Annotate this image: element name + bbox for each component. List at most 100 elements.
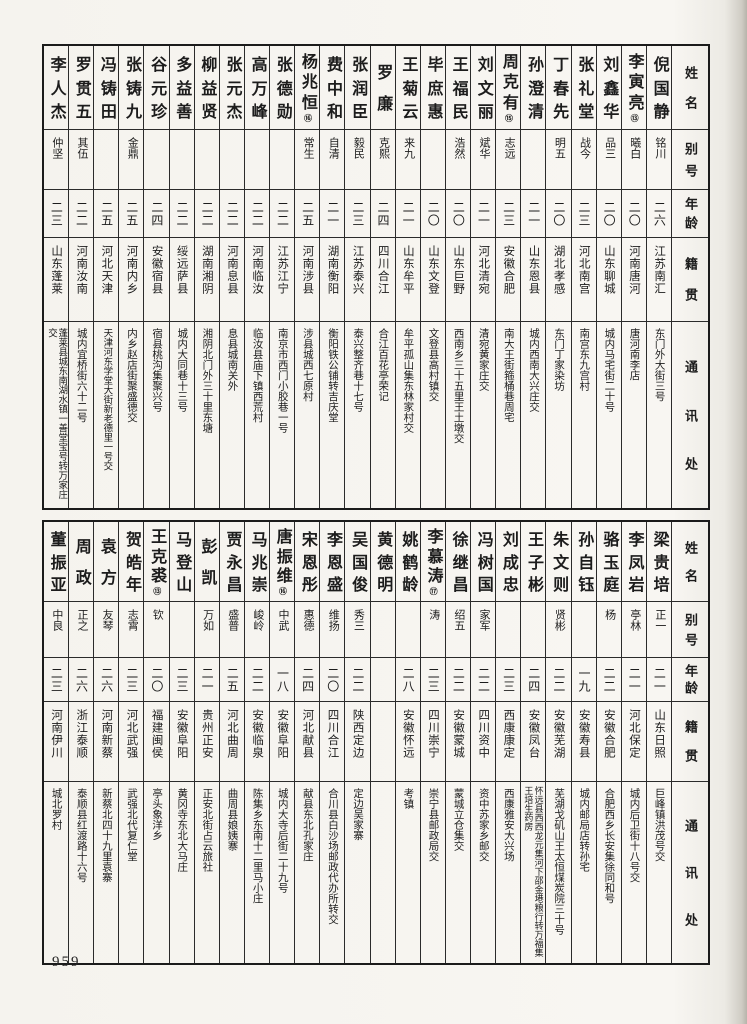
alias-cell: 其伍 xyxy=(69,130,94,190)
age-cell xyxy=(370,658,395,702)
address-cell: 涉县城西七原村 xyxy=(301,328,313,402)
address-cell: 定边吴家寨 xyxy=(352,788,364,841)
footnote-mark: ⑮ xyxy=(504,114,514,123)
address-cell xyxy=(371,782,395,963)
name-cell: 孙澄清 xyxy=(521,46,546,130)
origin-cell: 安徽怀远 xyxy=(395,702,420,782)
origin-cell: 河北天津 xyxy=(94,238,119,322)
alias-cell: 万如 xyxy=(194,602,219,658)
name-cell: 孙自钰 xyxy=(571,522,596,602)
header-address: 通讯处 xyxy=(683,819,699,926)
person-column: 王克裘 ⑬ 钦二〇 福建闽侯 亭头象洋乡 xyxy=(143,522,169,963)
alias-cell: 斌华 xyxy=(471,130,496,190)
person-column: 李寅亮 ⑬ 曦白 二〇 河南唐河 唐河南李店 xyxy=(620,46,646,508)
origin-cell: 河北保定 xyxy=(621,702,646,782)
alias-cell: 金鼎 xyxy=(119,130,144,190)
alias-cell xyxy=(395,602,420,658)
age-cell: 二二 xyxy=(445,658,470,702)
alias-cell: 仲坚 xyxy=(43,130,68,190)
person-column: 倪国静铭川 二六 江苏南汇 东门外大街三号 xyxy=(645,46,671,508)
origin-cell: 河南临汝 xyxy=(244,238,269,322)
origin-cell: 河南伊川 xyxy=(43,702,68,782)
name-cell: 冯树国 xyxy=(471,522,496,602)
age-cell: 二二 xyxy=(546,658,571,702)
person-column: 徐继昌绍五 二二 安徽蒙城 蒙城立仓集交 xyxy=(444,522,470,963)
address-cell: 天津河东学堂大街新老德里一号交 xyxy=(101,328,112,471)
origin-cell: 安徽阜阳 xyxy=(169,702,194,782)
age-cell: 二一 xyxy=(194,658,219,702)
person-column: 李凤岩亭林 二一 河北保定 城内后卫街十八号交 xyxy=(620,522,646,963)
address-cell: 临汝县庙下镇西荒村 xyxy=(251,328,263,423)
alias-cell: 贤彬 xyxy=(546,602,571,658)
origin-cell: 安徽合肥 xyxy=(496,238,521,322)
address-cell: 城北罗村 xyxy=(50,788,62,830)
alias-cell: 曦白 xyxy=(621,130,646,190)
age-cell: 二五 xyxy=(219,658,244,702)
address-cell: 泰顺县红渡路十六号 xyxy=(75,788,87,883)
address-cell: 资中苏家乡邮交 xyxy=(477,788,489,862)
address-cell: 城内邮局店转孙宅 xyxy=(578,788,590,872)
person-column: 王子彬二四 安徽凤台 怀远县西西龙元集河下邵金塂粮行转万福集王培生药房 xyxy=(520,522,546,963)
alias-cell xyxy=(496,602,521,658)
person-column: 贾永昌盛普 二五 河北曲周 曲周县娘姨寨 xyxy=(218,522,244,963)
person-column: 唐振维 ⑯ 中武 一八 安徽阜阳 城内大寺后街二十九号 xyxy=(269,522,295,963)
alias-cell xyxy=(370,602,395,658)
alias-cell: 志远 xyxy=(496,130,521,190)
origin-cell: 安徽凤台 xyxy=(521,702,546,782)
name-cell: 徐继昌 xyxy=(445,522,470,602)
origin-cell: 河南息县 xyxy=(219,238,244,322)
header-name: 姓名 xyxy=(672,46,708,130)
alias-cell: 惠德 xyxy=(295,602,320,658)
age-cell: 二六 xyxy=(94,658,119,702)
alias-cell: 来九 xyxy=(395,130,420,190)
origin-cell: 山东蓬莱 xyxy=(43,238,68,322)
address-cell: 西南乡三十五里王土墩交 xyxy=(452,328,464,444)
address-cell: 城内大同巷十三号 xyxy=(176,328,188,412)
person-column: 李人杰仲坚 二三 山东蓬莱 蓬莱县城东南湖水镇一善堂宝号转万家庄交 xyxy=(43,46,68,508)
name-cell: 倪国静 xyxy=(646,46,671,130)
address-cell: 亭头象洋乡 xyxy=(151,788,163,841)
name-cell: 柳益贤 xyxy=(194,46,219,130)
header-origin: 籍贯 xyxy=(672,238,708,322)
origin-cell: 贵州正安 xyxy=(194,702,219,782)
origin-cell: 四川合江 xyxy=(370,238,395,322)
address-cell: 新蔡北四十九里袁寨 xyxy=(100,788,112,883)
age-cell: 二三 xyxy=(345,190,370,238)
age-cell: 二二 xyxy=(596,658,621,702)
name-cell: 彭凯 xyxy=(194,522,219,602)
origin-cell: 浙江泰顺 xyxy=(69,702,94,782)
alias-cell: 正一 xyxy=(646,602,671,658)
age-cell: 二三 xyxy=(43,658,68,702)
alias-cell xyxy=(194,130,219,190)
age-cell: 二五 xyxy=(295,190,320,238)
name-cell: 吴国俊 xyxy=(345,522,370,602)
origin-cell: 山东巨野 xyxy=(445,238,470,322)
address-cell: 东门丁家染坊 xyxy=(553,328,565,391)
alias-cell: 绍五 xyxy=(445,602,470,658)
age-cell: 二〇 xyxy=(144,658,169,702)
person-column: 柳益贤二二 湖南湘阴 湘阴北门外三十里东塘 xyxy=(193,46,219,508)
name-cell: 朱文则 xyxy=(546,522,571,602)
name-cell: 刘文丽 xyxy=(471,46,496,130)
origin-cell: 河南新蔡 xyxy=(94,702,119,782)
roster-table-top: 姓名别号年龄籍贯通讯处倪国静铭川 二六 江苏南汇 东门外大街三号李寅亮 ⑬ 曦白 二〇 河南唐… xyxy=(42,44,710,510)
footnote-mark: ⑰ xyxy=(429,587,439,596)
alias-cell: 自清 xyxy=(320,130,345,190)
page-number: 959 xyxy=(52,954,81,970)
name-cell: 冯铸田 xyxy=(94,46,119,130)
origin-cell: 河南涉县 xyxy=(295,238,320,322)
header-column: 姓名别号年龄籍贯通讯处 xyxy=(671,522,708,963)
address-cell: 怀远县西西龙元集河下邵金塂粮行转万福集王培生药房 xyxy=(523,786,544,957)
person-column: 袁方友琴 二六 河南新蔡 新蔡北四十九里袁寨 xyxy=(93,522,119,963)
name-cell: 刘鑫华 xyxy=(596,46,621,130)
alias-cell xyxy=(169,130,194,190)
address-cell: 城内宜桥街六十二号 xyxy=(75,328,87,423)
person-column: 李慕涛 ⑰ 涛二三 四川崇宁 崇宁县邮政局交 xyxy=(419,522,445,963)
address-cell: 陈集乡东南十二里马小庄 xyxy=(251,788,263,904)
origin-cell: 山东日照 xyxy=(646,702,671,782)
person-column: 梁贵培正一 二一 山东日照 巨峰镇洪茂号交 xyxy=(645,522,671,963)
age-cell: 一八 xyxy=(270,658,295,702)
alias-cell: 毅民 xyxy=(345,130,370,190)
